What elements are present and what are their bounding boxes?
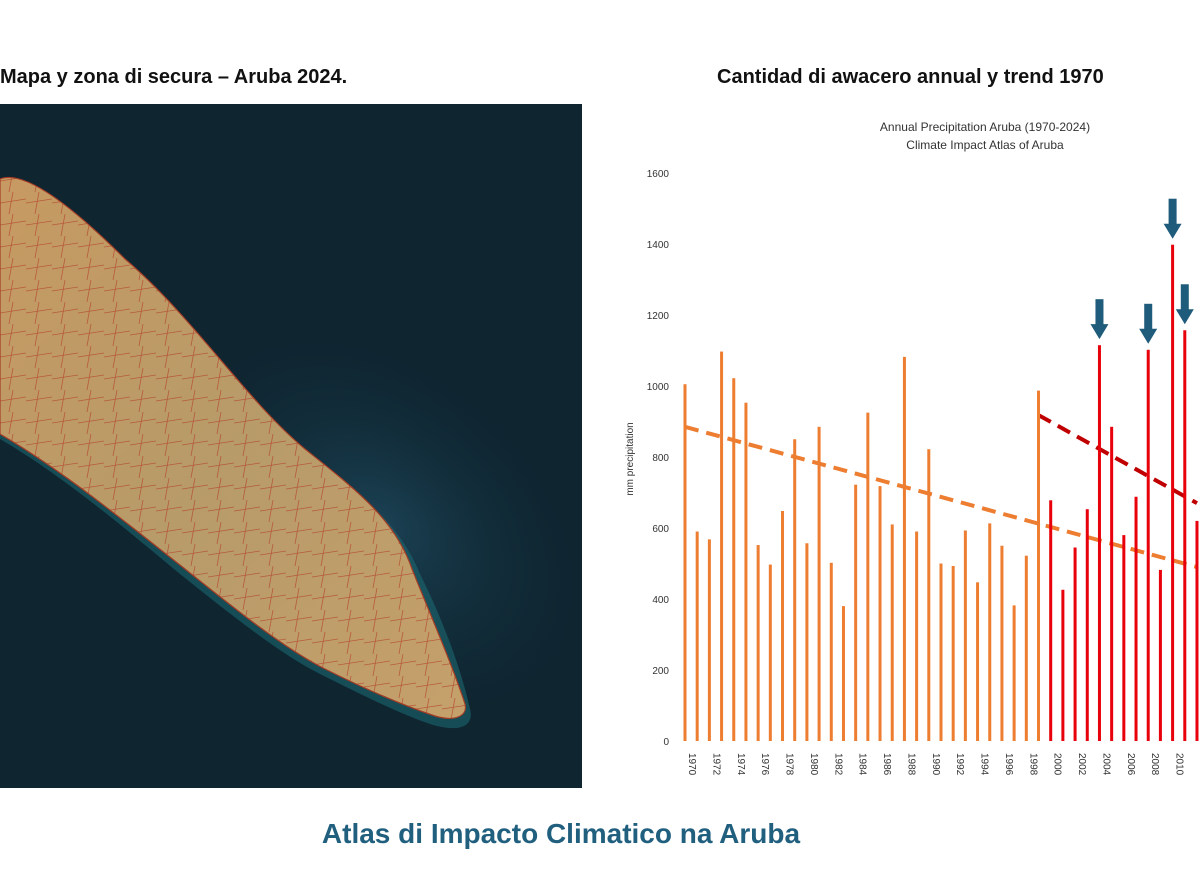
y-tick-label: 600 [652,524,669,535]
bar-1999 [1037,390,1041,741]
chart-title: Annual Precipitation Aruba (1970-2024) [880,120,1090,134]
y-tick-label: 200 [652,666,669,677]
x-tick-label: 2004 [1100,753,1111,776]
chart-subtitle: Climate Impact Atlas of Aruba [906,138,1064,152]
bar-2007 [1134,496,1138,741]
precipitation-chart: Annual Precipitation Aruba (1970-2024) C… [600,104,1200,804]
y-tick-label: 0 [663,737,669,748]
arrow-2008 [1139,303,1158,344]
trend-line-1 [684,424,1198,569]
x-tick-label: 1992 [954,753,965,776]
arrow-2010 [1163,198,1182,239]
x-tick-label: 1984 [857,753,868,776]
x-tick-label: 1978 [784,753,795,776]
x-tick-label: 2010 [1174,753,1185,776]
bar-2002 [1073,547,1077,741]
bar-2003 [1085,509,1089,741]
bar-1986 [878,486,882,741]
bar-1994 [976,582,980,741]
bar-2006 [1122,535,1126,741]
bar-1973 [720,351,724,741]
map-title: Mapa y zona di secura – Aruba 2024. [0,66,348,88]
x-tick-label: 1994 [979,753,990,776]
x-tick-label: 2008 [1149,753,1160,776]
bar-1997 [1012,605,1016,741]
x-tick-label: 2006 [1125,753,1136,776]
y-tick-label: 400 [652,595,669,606]
bar-1978 [781,510,785,741]
x-tick-label: 1976 [759,753,770,776]
bar-1989 [915,531,919,741]
bar-1998 [1024,555,1028,741]
bar-1990 [927,449,931,741]
x-tick-label: 1972 [710,753,721,776]
bar-2001 [1061,589,1065,741]
bar-1983 [841,606,845,741]
bar-1976 [756,545,760,741]
x-tick-label: 1980 [808,753,819,776]
bar-1970 [683,384,687,741]
bar-2005 [1110,426,1114,741]
bar-2012 [1195,520,1199,741]
bar-1996 [1000,545,1004,741]
arrow-2011 [1175,284,1194,325]
x-tick-label: 1988 [905,753,916,776]
x-tick-label: 1998 [1027,753,1038,776]
atlas-title: Atlas di Impacto Climatico na Aruba [321,818,801,849]
y-tick-label: 1400 [647,240,670,251]
x-tick-label: 1990 [930,753,941,776]
bar-1971 [695,531,699,741]
bar-1992 [951,565,955,741]
y-axis-label: mm precipitation [625,422,636,495]
aruba-satellite-map [0,104,582,788]
bar-1995 [988,523,992,741]
bar-1979 [793,439,797,741]
trend-line-2 [1037,413,1198,505]
x-tick-label: 2012 [1198,753,1200,776]
road-network [0,176,466,719]
y-tick-label: 1600 [647,169,670,180]
y-tick-label: 1200 [647,311,670,322]
bars [683,244,1199,741]
y-tick-label: 800 [652,453,669,464]
bar-1985 [866,412,870,741]
chart-canvas: Annual Precipitation Aruba (1970-2024) C… [625,120,1200,776]
bar-1981 [817,426,821,741]
x-tick-label: 1974 [735,753,746,776]
bar-1991 [939,563,943,741]
highlight-arrows [1090,198,1194,344]
x-tick-label: 1970 [686,753,697,776]
x-axis-ticks: 1970 1972 1974 1976 1978 1980 1982 1984 1986 1988… [686,753,1200,776]
bar-1988 [902,356,906,741]
bar-1974 [732,378,736,741]
bar-1977 [768,564,772,741]
chart-section-title: Cantidad di awacero annual y trend 1970 [717,66,1104,88]
bar-1975 [744,402,748,741]
x-tick-label: 2002 [1076,753,1087,776]
bar-2000 [1049,500,1053,741]
y-tick-label: 1000 [647,382,670,393]
bar-1984 [854,484,858,741]
bar-2008 [1146,349,1150,741]
bar-2004 [1097,345,1101,741]
bar-1982 [829,562,833,741]
x-tick-label: 1986 [881,753,892,776]
arrow-2004 [1090,299,1109,340]
x-tick-label: 2000 [1052,753,1063,776]
bar-2011 [1183,330,1187,741]
y-axis-ticks: 0 200 400 600 800 1000 1200 1400 1600 [647,169,670,748]
bar-1972 [707,539,711,741]
bar-1987 [890,524,894,741]
x-tick-label: 1996 [1003,753,1014,776]
bar-1993 [963,530,967,741]
bar-2010 [1171,244,1175,741]
bar-2009 [1158,569,1162,741]
map-image [0,104,582,788]
x-tick-label: 1982 [832,753,843,776]
bar-1980 [805,543,809,741]
trend-lines [684,413,1198,569]
